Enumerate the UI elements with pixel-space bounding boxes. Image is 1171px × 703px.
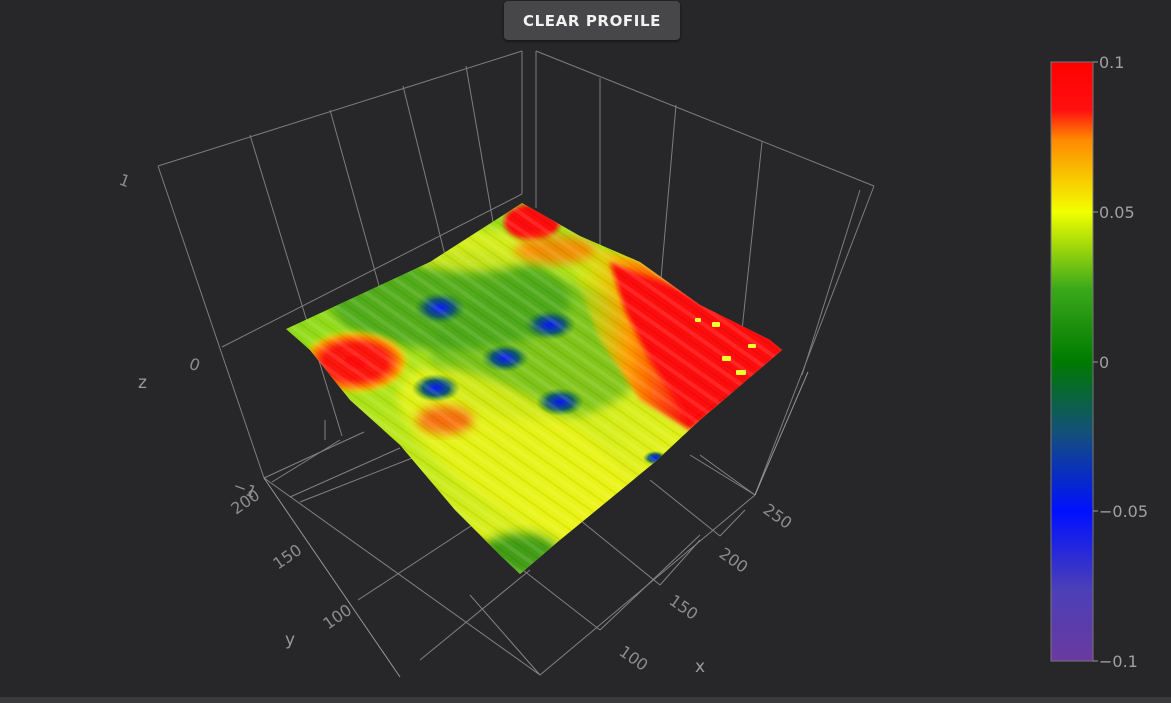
clear-profile-button[interactable]: CLEAR PROFILE (504, 1, 680, 40)
axis-edges (263, 371, 809, 678)
y-axis-title: y (285, 630, 295, 650)
colorbar-fill (1050, 61, 1094, 662)
surface-mesh[interactable] (280, 195, 790, 580)
surface-speckles (695, 318, 756, 375)
colorbar-tick-neg0.1: −0.1 (1099, 652, 1138, 671)
colorbar-tick-0: 0 (1099, 353, 1109, 372)
z-tick-1: 1 (117, 170, 133, 191)
x-axis-title: x (695, 657, 705, 677)
colorbar-tick-neg0.05: −0.05 (1099, 502, 1148, 521)
colorbar: 0.1 0.05 0 −0.05 −0.1 (1050, 53, 1148, 671)
colorbar-tick-0.1: 0.1 (1099, 53, 1124, 72)
y-axis: 200 150 100 y (227, 485, 355, 650)
y-tick-150: 150 (269, 540, 305, 573)
x-tick-200: 200 (716, 544, 752, 577)
grid-back-right-wall (535, 50, 875, 496)
x-axis: 250 200 150 100 x (616, 500, 796, 677)
z-tick-0: 0 (187, 354, 203, 375)
z-axis: 1 0 −1 z (117, 170, 260, 502)
z-axis-title: z (138, 373, 147, 393)
x-tick-100: 100 (616, 642, 652, 675)
x-tick-250: 250 (760, 500, 796, 533)
bottom-scroll-strip (0, 697, 1171, 703)
colorbar-tick-0.05: 0.05 (1099, 203, 1135, 222)
grid-floor (263, 420, 756, 676)
y-tick-100: 100 (319, 600, 355, 633)
colorbar-ticks (1093, 61, 1098, 662)
x-tick-150: 150 (666, 591, 702, 624)
